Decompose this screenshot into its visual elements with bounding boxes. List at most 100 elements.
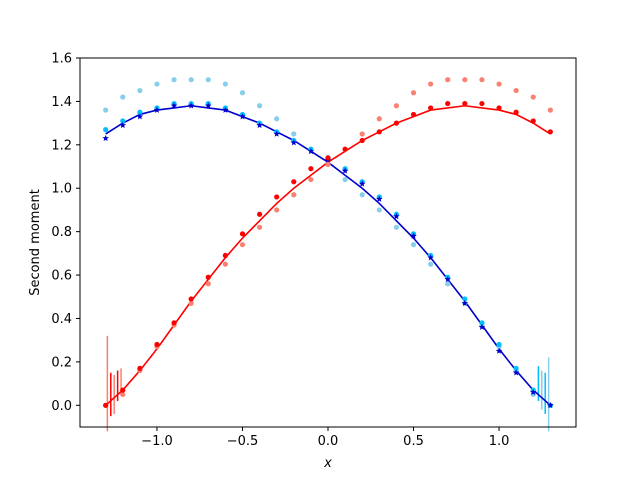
series-3-point — [188, 300, 194, 306]
series-4-point — [530, 118, 536, 124]
series-3-point — [325, 161, 331, 167]
series-0-point — [342, 176, 348, 183]
series-2-point — [495, 347, 503, 354]
series-2-point — [170, 102, 178, 109]
series-0-point — [222, 81, 228, 87]
series-0-point — [171, 77, 177, 83]
series-4-point — [308, 166, 314, 172]
series-4-point — [393, 120, 400, 126]
series-4-point — [291, 179, 297, 185]
series-3-point — [530, 94, 536, 100]
series-2-point — [530, 388, 537, 396]
series-4-point — [274, 194, 280, 200]
series-3-point — [222, 261, 228, 267]
series-2-point — [307, 147, 315, 155]
series-4-point — [171, 320, 177, 326]
series-4-point — [239, 231, 246, 237]
series-1-point — [137, 109, 143, 115]
series-2-point — [119, 121, 126, 129]
series-2-point — [256, 121, 263, 129]
series-0-point — [137, 87, 143, 94]
y-tick-label: 0.4 — [51, 312, 72, 327]
series-4-point — [342, 146, 348, 152]
series-4-point — [410, 111, 417, 118]
series-0-point — [410, 242, 417, 248]
series-0-point — [393, 224, 400, 230]
y-tick-label: 0.2 — [51, 355, 72, 370]
series-3-point — [291, 192, 297, 198]
series-4-point — [103, 402, 109, 408]
series-4-point — [513, 109, 519, 115]
series-0-point — [445, 281, 451, 287]
series-3-point — [308, 176, 314, 183]
x-tick-label: 1.0 — [489, 434, 510, 449]
series-2-point — [136, 113, 144, 120]
series-1-point — [479, 320, 485, 326]
series-3 — [103, 77, 553, 408]
series-0-point — [205, 77, 211, 83]
series-3-point — [376, 116, 382, 122]
y-tick-label: 1.2 — [51, 138, 72, 153]
series-4-point — [376, 129, 382, 135]
y-tick-label: 1.0 — [51, 182, 72, 197]
series-3-point — [445, 77, 451, 83]
series-1-point — [496, 341, 502, 348]
series-0-point — [103, 107, 109, 113]
series-3-point — [496, 81, 502, 87]
series-3-point — [393, 103, 400, 109]
series-4-point — [120, 387, 126, 393]
series-1-point — [103, 127, 109, 133]
series-2-point — [427, 254, 434, 261]
x-tick-label: −1.0 — [141, 434, 173, 449]
series-2-point — [444, 276, 451, 283]
series-2-point — [393, 213, 400, 220]
series-4-point — [325, 155, 331, 161]
series-2-point — [341, 167, 349, 174]
ticks-layer: −1.0 −0.5 0.0 0.5 1.0 0.0 0.2 0.4 0.6 0.8 1.0 1.2 1.… — [51, 52, 509, 450]
x-tick-label: 0.0 — [318, 434, 339, 449]
series-4-point — [137, 365, 143, 371]
series-2-point — [102, 134, 109, 142]
series-4-point — [205, 274, 211, 280]
series-0-point — [274, 116, 280, 122]
series-2-point — [187, 102, 195, 109]
series-4-point — [154, 341, 160, 348]
series-2-point — [461, 299, 469, 307]
series-2-point — [273, 130, 280, 137]
series-4-point — [359, 137, 365, 144]
series-0-point — [188, 77, 194, 83]
x-tick-label: −0.5 — [227, 434, 259, 449]
series-0 — [103, 77, 553, 408]
series-3-point — [410, 90, 417, 96]
series-3-point — [547, 107, 553, 113]
series-3-point — [239, 242, 246, 248]
series-2-point — [358, 180, 366, 187]
series-2-point — [239, 113, 246, 120]
series-3-point — [359, 131, 365, 137]
series-0-point — [376, 207, 382, 213]
plot-layer — [102, 77, 554, 432]
series-1-point — [462, 296, 468, 302]
series-2-point — [205, 102, 212, 109]
y-tick-label: 1.6 — [51, 52, 72, 67]
series-2-point — [512, 369, 520, 376]
series-4-point — [547, 129, 553, 135]
series-4 — [103, 100, 553, 408]
series-2 — [102, 102, 554, 409]
y-tick-label: 0.0 — [51, 399, 72, 414]
series-2-point — [547, 401, 554, 409]
series-2-point — [410, 232, 417, 239]
series-0-point — [256, 103, 263, 109]
series-1-point — [513, 365, 519, 371]
series-4-point — [462, 100, 468, 107]
series-3-point — [256, 224, 263, 230]
series-3-point — [120, 391, 126, 398]
series-0-point — [291, 131, 297, 137]
series-4-point — [479, 100, 485, 107]
series-0-point — [120, 94, 126, 100]
series-4-point — [428, 105, 434, 111]
y-tick-label: 0.8 — [51, 225, 72, 240]
y-axis-label: Second moment — [28, 189, 43, 296]
